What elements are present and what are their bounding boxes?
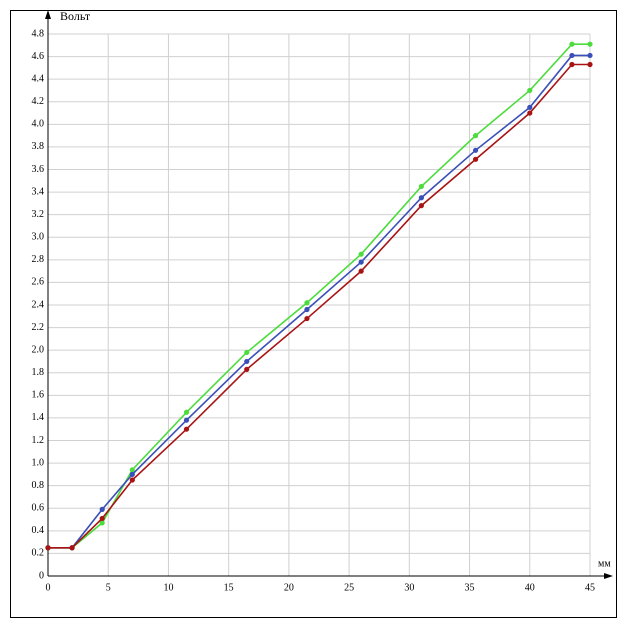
data-point xyxy=(304,315,310,322)
data-point xyxy=(569,41,575,47)
y-tick-label: 3.0 xyxy=(32,232,45,243)
data-point xyxy=(358,268,364,274)
y-tick-label: 3.6 xyxy=(32,164,45,175)
data-point xyxy=(587,61,593,68)
y-tick-label: 1.4 xyxy=(32,412,45,423)
x-tick-label: 25 xyxy=(344,582,354,593)
y-tick-label: 3.8 xyxy=(32,141,45,152)
x-tick-label: 40 xyxy=(525,582,535,593)
x-tick-label: 45 xyxy=(585,582,595,593)
x-tick-label: 5 xyxy=(106,582,111,593)
x-tick-label: 10 xyxy=(163,582,173,593)
x-tick-label: 15 xyxy=(224,582,234,593)
data-point xyxy=(527,87,533,94)
data-point xyxy=(472,156,479,162)
data-point xyxy=(244,349,250,356)
y-tick-label: 4.0 xyxy=(32,119,45,130)
y-tick-label: 4.6 xyxy=(32,51,45,62)
data-point xyxy=(99,506,105,512)
y-tick-label: 2.2 xyxy=(32,322,45,333)
data-point xyxy=(472,147,479,153)
y-tick-label: 0 xyxy=(39,570,44,581)
data-point xyxy=(129,471,135,477)
data-point xyxy=(183,409,190,415)
y-tick-label: 0.4 xyxy=(32,525,45,536)
data-point xyxy=(45,545,51,551)
x-tick-label: 30 xyxy=(404,582,414,593)
data-point xyxy=(527,104,533,110)
x-tick-label: 35 xyxy=(465,582,475,593)
data-point xyxy=(587,41,593,47)
y-tick-label: 1.8 xyxy=(32,367,45,378)
x-axis-label: мм xyxy=(598,558,611,569)
y-tick-label: 2.4 xyxy=(32,299,45,310)
x-tick-label: 0 xyxy=(46,582,51,593)
data-point xyxy=(358,251,364,257)
series-line xyxy=(48,43,590,549)
data-point xyxy=(244,366,250,372)
data-point xyxy=(527,110,533,116)
y-tick-label: 2.6 xyxy=(32,277,45,288)
y-tick-label: 1.0 xyxy=(32,457,45,468)
y-tick-label: 4.4 xyxy=(32,73,45,84)
x-arrow xyxy=(604,573,613,579)
y-tick-label: 0.6 xyxy=(32,503,45,514)
y-tick-label: 2.8 xyxy=(32,254,45,265)
y-tick-label: 3.4 xyxy=(32,186,45,197)
x-tick-label: 20 xyxy=(284,582,294,593)
data-point xyxy=(183,426,190,432)
y-tick-label: 0.8 xyxy=(32,480,45,491)
data-point xyxy=(129,477,135,483)
frame xyxy=(10,10,617,618)
data-point xyxy=(304,300,310,306)
y-tick-label: 1.2 xyxy=(32,435,45,446)
data-point xyxy=(99,515,105,522)
grid xyxy=(47,33,591,577)
data-point xyxy=(569,61,575,68)
data-point xyxy=(358,259,364,265)
y-tick-label: 2.0 xyxy=(32,344,45,355)
data-point xyxy=(183,417,190,423)
y-tick-label: 0.2 xyxy=(32,548,45,559)
data-point xyxy=(99,520,105,526)
data-point xyxy=(418,183,424,190)
data-point xyxy=(418,195,424,201)
y-tick-label: 3.2 xyxy=(32,209,45,220)
data-point xyxy=(244,358,250,365)
data-point xyxy=(69,545,75,551)
y-tick-label: 1.6 xyxy=(32,390,45,401)
data-point xyxy=(569,52,575,59)
y-tick-label: 4.8 xyxy=(32,28,45,39)
data-point xyxy=(418,203,424,209)
data-point xyxy=(587,52,593,59)
data-point xyxy=(129,467,135,473)
y-arrow xyxy=(45,10,51,19)
data-point xyxy=(304,306,310,313)
data-point xyxy=(472,133,479,139)
y-tick-label: 4.2 xyxy=(32,96,45,107)
y-axis-label: Вольт xyxy=(60,9,91,23)
